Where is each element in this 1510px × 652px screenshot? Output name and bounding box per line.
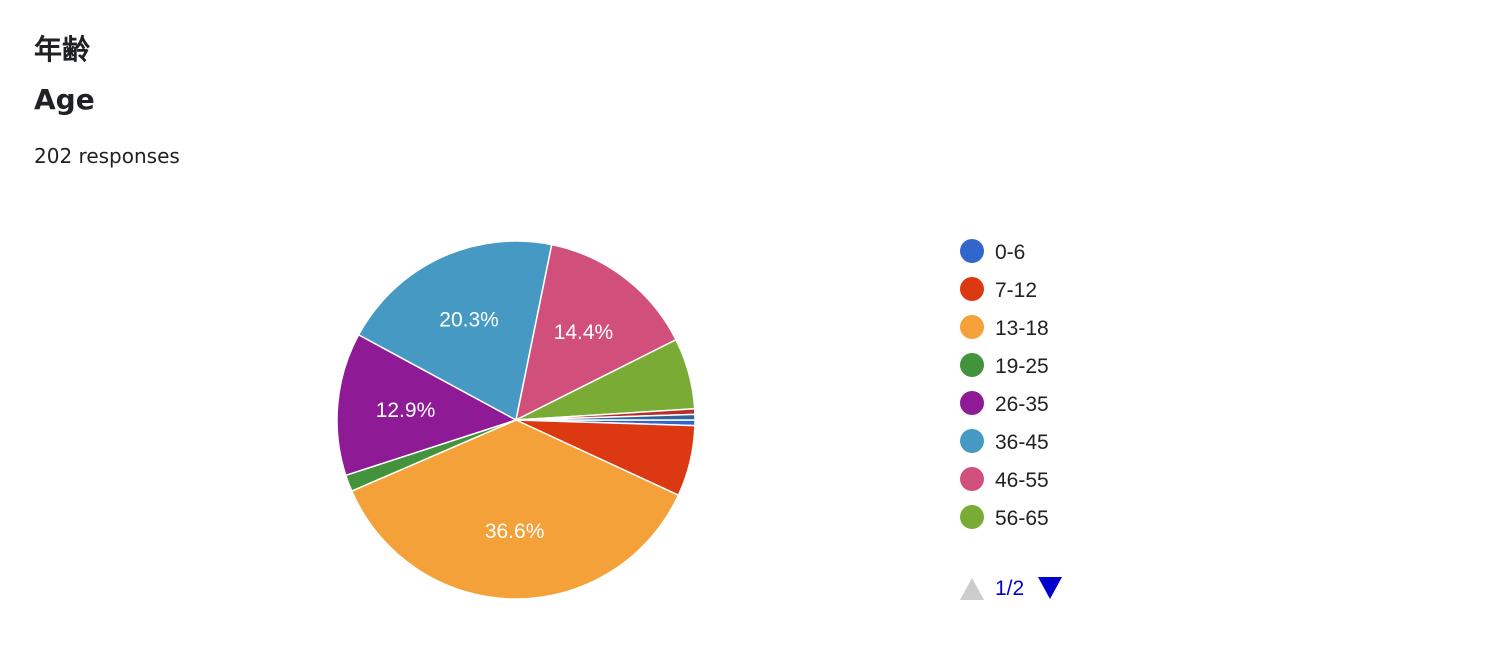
pie-slices <box>336 240 696 600</box>
legend-swatch <box>960 277 984 301</box>
chart-legend: 0-6 7-12 13-18 19-25 26-35 36-45 46-55 56-65 <box>960 239 1049 530</box>
pie-slice-46-55[interactable] <box>514 243 678 422</box>
legend-swatch <box>960 315 984 339</box>
legend-label: 7-12 <box>995 279 1037 302</box>
legend-label: 0-6 <box>995 241 1025 264</box>
legend-prev-page-icon[interactable] <box>960 578 984 600</box>
legend-label: 56-65 <box>995 507 1049 530</box>
pie-slice-data-label: 20.3% <box>439 308 499 331</box>
legend-swatch <box>960 391 984 415</box>
pie-slice-data-label: 36.6% <box>485 520 545 543</box>
pie-slice-other-9[interactable] <box>515 413 696 421</box>
pie-slice-data-label: 12.9% <box>376 399 436 422</box>
legend-swatch <box>960 353 984 377</box>
pie-slice-26-35[interactable] <box>336 333 518 477</box>
pie-slice-data-label: 14.4% <box>554 321 614 344</box>
legend-pager: 1/2 <box>960 577 1062 600</box>
legend-page-indicator: 1/2 <box>995 577 1024 600</box>
legend-label: 36-45 <box>995 431 1049 454</box>
pie-slice-labels: 36.6% 12.9% 20.3% 14.4% <box>376 308 614 543</box>
pie-slice-13-18[interactable] <box>350 419 680 600</box>
question-title: 年齢 <box>34 33 91 66</box>
legend-next-page-icon[interactable] <box>1038 577 1062 599</box>
legend-swatch <box>960 429 984 453</box>
legend-label: 26-35 <box>995 393 1049 416</box>
legend-swatch <box>960 467 984 491</box>
legend-label: 46-55 <box>995 469 1049 492</box>
legend-label: 19-25 <box>995 355 1049 378</box>
legend-label: 13-18 <box>995 317 1049 340</box>
question-subtitle: Age <box>34 83 95 116</box>
pie-slice-36-45[interactable] <box>357 240 553 422</box>
legend-swatch <box>960 239 984 263</box>
legend-swatch <box>960 505 984 529</box>
response-count: 202 responses <box>34 144 180 168</box>
